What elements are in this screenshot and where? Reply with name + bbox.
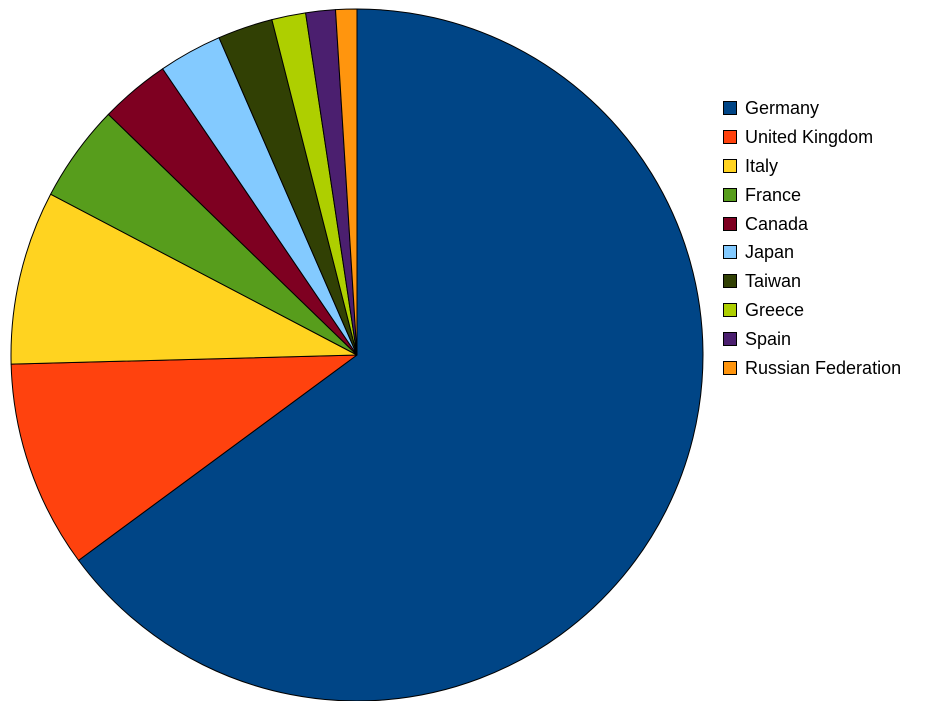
legend: Germany United Kingdom Italy France Canada Ja… [723,94,901,382]
legend-swatch-greece [723,302,737,317]
legend-label-spain: Spain [745,328,792,349]
pie-slice-russian-federation [335,8,358,356]
pie-slice-germany [78,8,704,701]
legend-item-italy: Italy [723,152,901,181]
legend-label-greece: Greece [745,299,805,320]
legend-label-united-kingdom: United Kingdom [745,127,874,148]
legend-label-japan: Japan [745,242,795,263]
legend-label-russian-federation: Russian Federation [745,357,902,378]
legend-swatch-canada [723,216,737,231]
legend-label-italy: Italy [745,155,779,176]
legend-swatch-russian-federation [723,360,737,375]
legend-item-taiwan: Taiwan [723,267,901,296]
legend-item-spain: Spain [723,324,901,353]
legend-swatch-germany [723,101,737,116]
legend-swatch-japan [723,245,737,260]
pie-slice-italy [10,193,358,365]
legend-swatch-france [723,187,737,202]
legend-item-canada: Canada [723,209,901,238]
legend-swatch-spain [723,331,737,346]
legend-item-greece: Greece [723,296,901,325]
legend-item-russian-federation: Russian Federation [723,353,901,382]
legend-label-taiwan: Taiwan [745,271,802,292]
pie-slice-united-kingdom [10,354,358,561]
legend-item-united-kingdom: United Kingdom [723,123,901,152]
legend-item-japan: Japan [723,238,901,267]
legend-swatch-taiwan [723,274,737,289]
legend-swatch-italy [723,158,737,173]
legend-swatch-united-kingdom [723,130,737,145]
legend-item-france: France [723,180,901,209]
legend-label-canada: Canada [745,213,809,234]
legend-item-germany: Germany [723,94,901,123]
legend-label-germany: Germany [745,98,820,119]
legend-label-france: France [745,184,802,205]
